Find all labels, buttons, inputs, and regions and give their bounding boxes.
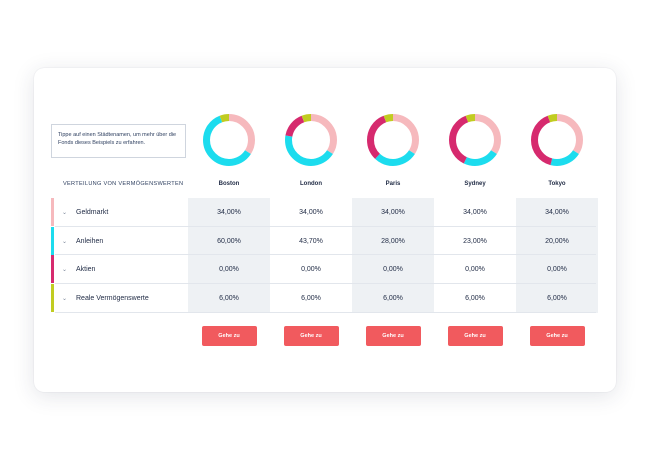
row-label-reale[interactable]: ⌄ Reale Vermögenswerte bbox=[62, 284, 149, 312]
donut-chart-boston[interactable] bbox=[201, 112, 257, 168]
donut-chart-sydney[interactable] bbox=[447, 112, 503, 168]
row-label-text: Anleihen bbox=[76, 237, 104, 245]
table-cell: 0,00% bbox=[301, 265, 321, 273]
table-cell: 6,00% bbox=[547, 294, 567, 302]
donut-segment-aktien bbox=[449, 114, 501, 166]
goto-button-tokyo[interactable]: Gehe zu bbox=[529, 326, 585, 346]
table-cell: 0,00% bbox=[219, 265, 239, 273]
table-cell: 0,00% bbox=[547, 265, 567, 273]
table-cell: 0,00% bbox=[465, 265, 485, 273]
goto-button-sydney[interactable]: Gehe zu bbox=[447, 326, 503, 346]
donut-segment-reale bbox=[367, 114, 419, 166]
table-cell: 34,00% bbox=[217, 208, 241, 216]
donut-segment-anleihen bbox=[285, 114, 337, 166]
donut-segment-anleihen bbox=[367, 114, 419, 166]
table-cell: 20,00% bbox=[545, 237, 569, 245]
table-cell: 6,00% bbox=[465, 294, 485, 302]
row-label-text: Geldmarkt bbox=[76, 208, 109, 216]
chevron-down-icon: ⌄ bbox=[62, 295, 68, 302]
city-header-tokyo[interactable]: Tokyo bbox=[548, 181, 566, 187]
row-divider bbox=[55, 312, 596, 313]
table-cell: 34,00% bbox=[381, 208, 405, 216]
city-header-london[interactable]: London bbox=[300, 181, 322, 187]
donut-segment-reale bbox=[531, 114, 583, 166]
row-label-aktien[interactable]: ⌄ Aktien bbox=[62, 255, 95, 283]
table-cell: 28,00% bbox=[381, 237, 405, 245]
donut-segment-anleihen bbox=[203, 114, 255, 166]
goto-button-boston[interactable]: Gehe zu bbox=[201, 326, 257, 346]
category-color-bar bbox=[51, 284, 54, 312]
table-cell: 23,00% bbox=[463, 237, 487, 245]
city-header-boston[interactable]: Boston bbox=[218, 181, 240, 187]
table-cell: 34,00% bbox=[545, 208, 569, 216]
row-label-text: Aktien bbox=[76, 265, 96, 273]
table-cell: 6,00% bbox=[383, 294, 403, 302]
row-divider bbox=[55, 226, 596, 227]
category-color-bar bbox=[51, 227, 54, 255]
table-cell: 43,70% bbox=[299, 237, 323, 245]
goto-button-london[interactable]: Gehe zu bbox=[283, 326, 339, 346]
donut-segment-aktien bbox=[367, 114, 419, 166]
category-color-bar bbox=[51, 198, 54, 226]
column-shade bbox=[352, 198, 434, 313]
row-label-geldmarkt[interactable]: ⌄ Geldmarkt bbox=[62, 198, 108, 226]
donut-segment-reale bbox=[449, 114, 501, 166]
category-color-bar bbox=[51, 255, 54, 283]
hint-box: Tippe auf einen Städtenamen, um mehr übe… bbox=[51, 124, 186, 158]
row-label-anleihen[interactable]: ⌄ Anleihen bbox=[62, 227, 103, 255]
city-header-sydney[interactable]: Sydney bbox=[464, 181, 486, 187]
column-shade bbox=[516, 198, 598, 313]
donut-segment-anleihen bbox=[531, 114, 583, 166]
chevron-down-icon: ⌄ bbox=[62, 238, 68, 245]
table-cell: 6,00% bbox=[219, 294, 239, 302]
table-cell: 0,00% bbox=[383, 265, 403, 273]
donut-segment-aktien bbox=[531, 114, 583, 166]
column-shade bbox=[188, 198, 270, 313]
table-cell: 34,00% bbox=[463, 208, 487, 216]
table-cell: 60,00% bbox=[217, 237, 241, 245]
city-header-paris[interactable]: Paris bbox=[385, 181, 401, 187]
donut-segment-reale bbox=[203, 114, 255, 166]
goto-button-paris[interactable]: Gehe zu bbox=[365, 326, 421, 346]
donut-chart-london[interactable] bbox=[283, 112, 339, 168]
table-cell: 34,00% bbox=[299, 208, 323, 216]
chevron-down-icon: ⌄ bbox=[62, 266, 68, 273]
donut-chart-tokyo[interactable] bbox=[529, 112, 585, 168]
row-label-text: Reale Vermögenswerte bbox=[76, 294, 149, 302]
chevron-down-icon: ⌄ bbox=[62, 209, 68, 216]
section-label: VERTEILUNG VON VERMÖGENSWERTEN bbox=[63, 181, 184, 187]
row-divider bbox=[55, 283, 596, 284]
row-divider bbox=[55, 254, 596, 255]
donut-chart-paris[interactable] bbox=[365, 112, 421, 168]
table-cell: 6,00% bbox=[301, 294, 321, 302]
donut-segment-anleihen bbox=[449, 114, 501, 166]
donut-segment-reale bbox=[285, 114, 337, 166]
